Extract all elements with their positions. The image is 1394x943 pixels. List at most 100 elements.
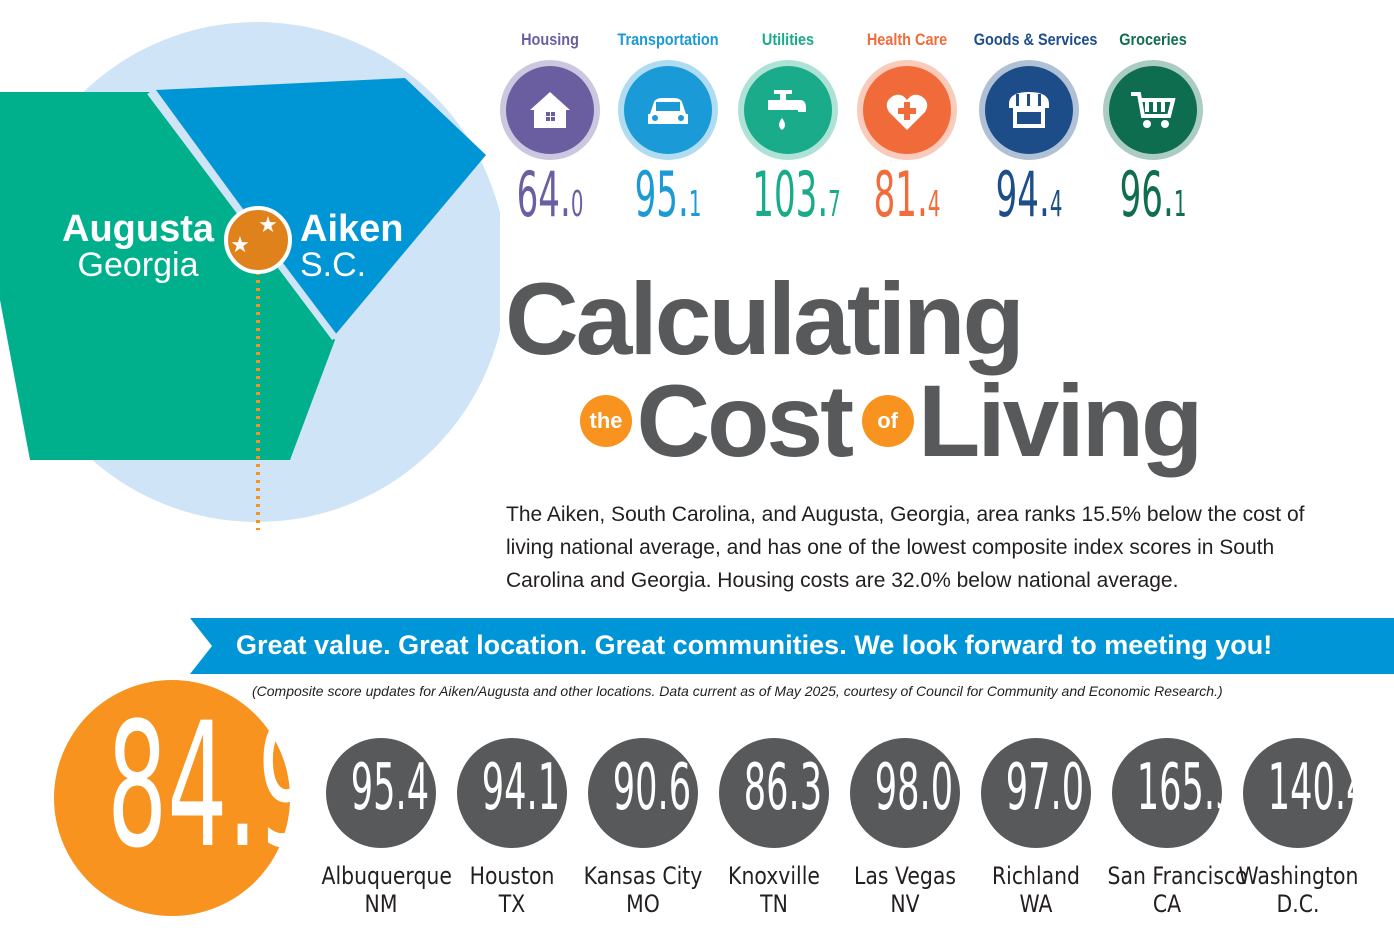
city-score-value: 140.4 (1267, 751, 1369, 825)
category-name: Utilities (761, 30, 815, 49)
city-score-label: Las Vegas NV (846, 862, 965, 918)
category-value-main: 81. (873, 158, 928, 231)
city-score-circle (1243, 738, 1353, 848)
city-score-value: 86.3 (743, 751, 823, 825)
city-score-state: CA (1152, 890, 1182, 918)
city-aiken: Aiken S.C. (300, 210, 403, 282)
category-value-decimal: 1 (688, 184, 702, 225)
car-icon (648, 98, 688, 124)
category-value-decimal: 7 (828, 184, 841, 225)
city2-name: Aiken (300, 208, 404, 250)
city-score-state: D.C. (1276, 890, 1320, 918)
city-score-label: Knoxville TN (715, 862, 834, 918)
category-goods-services: Goods & Services 94.4 (964, 30, 1098, 226)
city-score-name: Kansas City (583, 862, 703, 890)
category-value-main: 64. (516, 158, 571, 231)
title-the-bubble: the (580, 395, 632, 447)
heart-cross-icon (886, 94, 928, 130)
city-score-name: Las Vegas (854, 862, 956, 890)
city-score-state: WA (1019, 890, 1053, 918)
data-note: (Composite score updates for Aiken/Augus… (252, 683, 1223, 699)
city-score-state: MO (626, 890, 660, 918)
category-health-care: Health Care 81.4 (842, 30, 972, 226)
city-score-name: Washington (1238, 862, 1359, 890)
city-score-name: Knoxville (728, 862, 820, 890)
category-value-main: 103. (752, 158, 829, 231)
georgia-shape (0, 92, 335, 460)
category-value-decimal: 0 (570, 184, 584, 225)
city-score-state: NV (890, 890, 920, 918)
title-of-bubble: of (861, 395, 914, 447)
south-carolina-shape (156, 78, 486, 335)
category-icon-badge (979, 60, 1079, 160)
city-score-name: Richland (991, 862, 1081, 890)
city2-state: S.C. (300, 246, 367, 284)
city-score-label: Washington D.C. (1238, 862, 1359, 918)
category-value-decimal: 4 (1049, 184, 1063, 225)
city-score-circle (326, 738, 436, 848)
category-value-main: 94. (995, 158, 1050, 231)
category-value: 64.0 (514, 164, 586, 226)
composite-score-value: 84.9 (107, 685, 318, 886)
category-value-decimal: 4 (927, 184, 941, 225)
title-living: Living (918, 364, 1203, 478)
city-score-name: San Francisco (1107, 862, 1248, 890)
city-score-circle (981, 738, 1091, 848)
location-marker (224, 206, 292, 274)
city-score-value: 97.0 (1005, 751, 1085, 825)
city-score-circle (1112, 738, 1222, 848)
city-augusta: Augusta Georgia (62, 210, 214, 282)
faucet-icon (768, 90, 806, 130)
category-value: 103.7 (752, 164, 841, 226)
city-score-value: 95.4 (350, 751, 430, 825)
cart-icon (1131, 92, 1176, 128)
house-icon (530, 92, 570, 128)
category-icon-badge (618, 60, 718, 160)
city-score-value: 90.6 (612, 751, 692, 825)
city-score-state: TN (760, 890, 788, 918)
city-score-circle (719, 738, 829, 848)
city1-state: Georgia (77, 246, 199, 284)
star-icon: ★ (258, 212, 278, 237)
category-housing: Housing 64.0 (485, 30, 615, 226)
city-score-name: Houston (469, 862, 555, 890)
city-score-circle (457, 738, 567, 848)
city-score-circle (588, 738, 698, 848)
city-score-state: TX (498, 890, 526, 918)
composite-score-circle (54, 680, 290, 916)
category-value: 81.4 (871, 164, 943, 226)
category-name: Transportation (617, 30, 719, 49)
category-groceries: Groceries 96.1 (1088, 30, 1218, 226)
category-name: Goods & Services (973, 30, 1098, 49)
category-transportation: Transportation 95.1 (603, 30, 733, 226)
city-score-circle (850, 738, 960, 848)
category-name: Health Care (866, 30, 948, 49)
title-cost: Cost (636, 364, 854, 478)
category-icon-badge (738, 60, 838, 160)
city-score-label: Albuquerque NM (321, 862, 452, 918)
city-score-value: 165.3 (1136, 751, 1238, 825)
category-value-main: 96. (1119, 158, 1174, 231)
city1-name: Augusta (62, 208, 214, 250)
city-score-state: NM (364, 890, 398, 918)
category-utilities: Utilities 103.7 (723, 30, 853, 226)
category-name: Groceries (1119, 30, 1187, 49)
category-value: 96.1 (1117, 164, 1189, 226)
city-score-value: 94.1 (481, 751, 561, 825)
title-cost-of-living: the Cost of Living (580, 370, 1203, 472)
region-map: ★ ★ (0, 22, 500, 530)
category-value-main: 95. (634, 158, 689, 231)
description-text: The Aiken, South Carolina, and Augusta, … (506, 503, 1305, 592)
star-icon: ★ (230, 232, 250, 257)
city-score-name: Albuquerque (321, 862, 452, 890)
category-icon-badge (500, 60, 600, 160)
title-calculating: Calculating (505, 262, 1025, 376)
category-value-decimal: 1 (1173, 184, 1187, 225)
city-score-value: 98.0 (874, 751, 954, 825)
banner-text: Great value. Great location. Great commu… (236, 630, 1273, 660)
category-value: 94.4 (993, 164, 1065, 226)
category-value: 95.1 (632, 164, 704, 226)
city-score-label: Houston TX (453, 862, 572, 918)
category-icon-badge (857, 60, 957, 160)
banner-ribbon (190, 618, 1394, 674)
